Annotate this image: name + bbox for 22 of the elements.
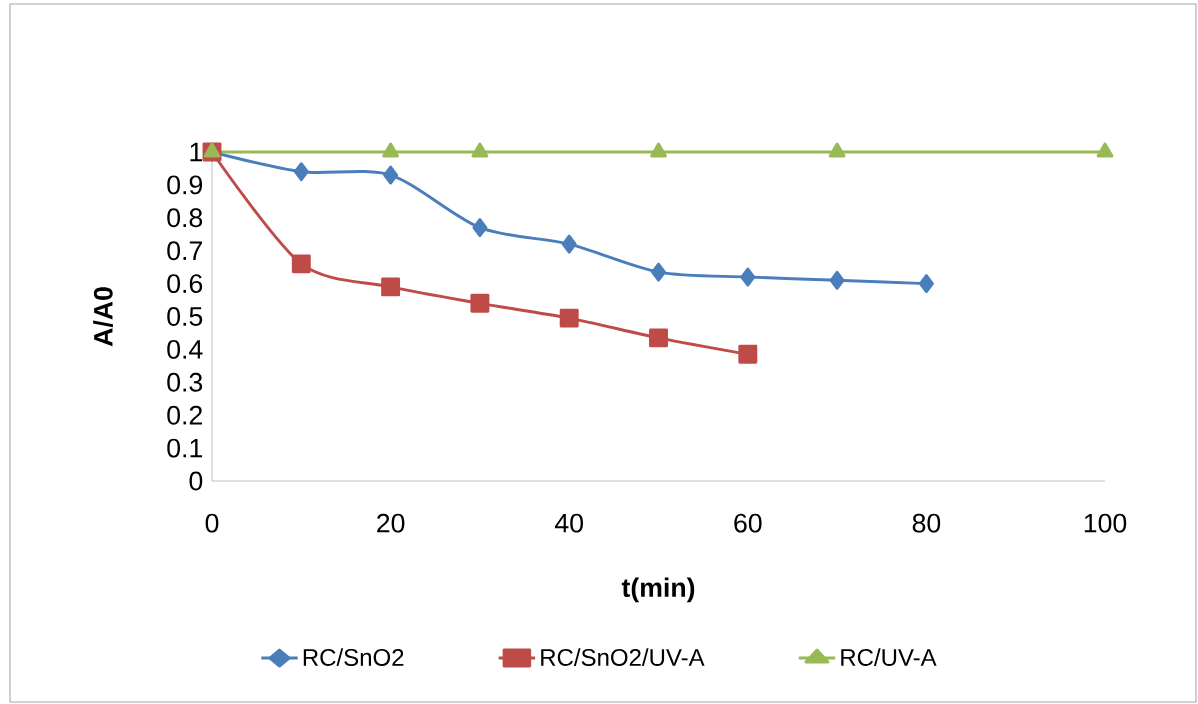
y-axis-title: A/A0 (93, 287, 113, 347)
x-tick-label: 60 (734, 513, 762, 533)
x-tick-label: 0 (205, 513, 219, 533)
y-tick-label: 0.6 (167, 274, 203, 294)
legend-label: RC/SnO2/UV-A (541, 648, 705, 666)
x-tick-label: 100 (1084, 513, 1127, 533)
y-tick-label: 0 (189, 471, 203, 491)
legend-label: RC/SnO2 (303, 648, 404, 666)
x-tick-label: 20 (377, 513, 405, 533)
y-tick-label: 0.2 (167, 405, 202, 425)
y-tick-label: 0.5 (167, 307, 203, 326)
y-tick-label: 0.8 (167, 208, 203, 228)
y-tick-label: 1 (190, 142, 202, 162)
legend-label: RC/UV-A (841, 648, 937, 666)
y-tick-label: 0.7 (167, 241, 202, 261)
x-tick-label: 40 (554, 513, 583, 533)
x-tick-label: 80 (912, 513, 941, 533)
y-tick-label: 0.1 (167, 438, 202, 458)
x-axis-title: t(min) (621, 577, 695, 603)
y-tick-label: 0.9 (167, 175, 203, 195)
y-tick-label: 0.4 (167, 339, 203, 359)
y-tick-label: 0.3 (167, 372, 203, 392)
